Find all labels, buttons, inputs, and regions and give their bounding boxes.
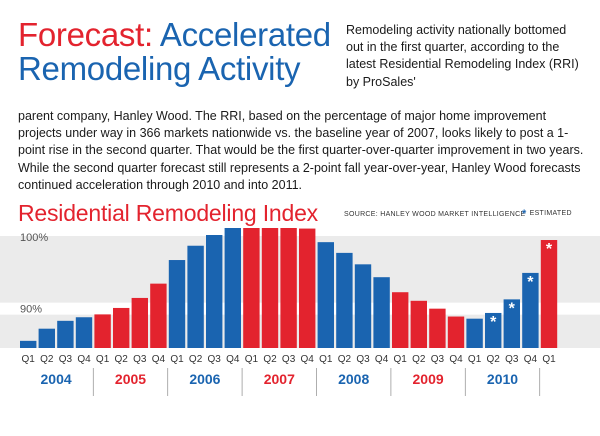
estimated-star-icon: *: [509, 300, 516, 317]
headline-title: Accelerated Remodeling Activity: [18, 16, 331, 87]
quarter-label: Q4: [301, 354, 315, 365]
bar: [131, 297, 148, 348]
bar: [38, 328, 55, 348]
bar: [540, 240, 558, 348]
chart-legend: * ESTIMATED: [522, 208, 572, 220]
quarter-label: Q3: [431, 354, 445, 365]
bar: [243, 228, 260, 348]
quarter-label: Q4: [226, 354, 240, 365]
quarter-label: Q1: [319, 354, 333, 365]
quarter-label: Q4: [77, 354, 91, 365]
year-label: 2004: [41, 371, 72, 387]
legend-star-icon: *: [522, 208, 527, 220]
quarter-label: Q4: [524, 354, 538, 365]
bar: [94, 314, 111, 348]
quarter-label: Q1: [394, 354, 408, 365]
quarter-label: Q1: [170, 354, 184, 365]
estimated-star-icon: *: [527, 274, 534, 291]
headline: Forecast: Accelerated Remodeling Activit…: [18, 18, 338, 86]
bar: [410, 300, 427, 348]
quarter-label: Q4: [449, 354, 463, 365]
quarter-label: Q3: [133, 354, 147, 365]
bar: [447, 316, 465, 348]
bar: [336, 252, 353, 348]
remodeling-index-chart: 100% 90% Q1 Q2 Q3 Q4 2004 Q1 Q2 Q3 Q4 2005 Q1 Q2 Q3 Q4 2…: [0, 228, 600, 396]
quarter-label: Q3: [282, 354, 296, 365]
bar: [206, 235, 223, 348]
quarter-label: Q2: [338, 354, 352, 365]
headline-forecast: Forecast:: [18, 16, 153, 53]
bar: [280, 228, 297, 348]
legend-estimated-label: ESTIMATED: [529, 210, 572, 217]
bar: [168, 260, 186, 348]
estimated-star-icon: *: [490, 314, 497, 331]
bar: [429, 308, 446, 348]
quarter-label: Q1: [542, 354, 556, 365]
quarter-label: Q1: [245, 354, 259, 365]
year-label: 2007: [264, 371, 295, 387]
year-label: 2008: [338, 371, 369, 387]
y-tick-label: 90%: [20, 304, 42, 316]
bar: [392, 292, 409, 348]
quarter-label: Q2: [487, 354, 501, 365]
bar: [57, 320, 74, 348]
bar: [113, 307, 130, 348]
quarter-label: Q1: [468, 354, 482, 365]
quarter-label: Q2: [115, 354, 129, 365]
chart-title: Residential Remodeling Index: [18, 200, 318, 226]
chart-source: SOURCE: HANLEY WOOD MARKET INTELLIGENCE: [344, 211, 526, 218]
bar: [150, 283, 167, 348]
bar: [299, 228, 316, 348]
bar: [317, 242, 334, 348]
bar: [224, 228, 241, 348]
quarter-label: Q2: [412, 354, 426, 365]
year-label: 2006: [189, 371, 220, 387]
bar: [261, 228, 279, 348]
quarter-label: Q3: [505, 354, 519, 365]
year-label: 2005: [115, 371, 146, 387]
bar: [20, 340, 37, 348]
quarter-label: Q2: [263, 354, 277, 365]
intro-paragraph-top: Remodeling activity nationally bottomed …: [346, 23, 579, 89]
bar: [485, 312, 502, 348]
y-tick-label: 100%: [20, 232, 48, 244]
bar: [466, 318, 483, 348]
bar: [373, 277, 390, 348]
estimated-star-icon: *: [546, 241, 553, 258]
bar: [522, 272, 539, 348]
year-label: 2010: [487, 371, 518, 387]
bar: [75, 317, 93, 348]
bar: [503, 299, 520, 348]
quarter-label: Q3: [356, 354, 370, 365]
quarter-label: Q1: [96, 354, 110, 365]
quarter-label: Q3: [59, 354, 73, 365]
bar: [187, 245, 204, 348]
quarter-label: Q3: [208, 354, 222, 365]
quarter-label: Q4: [375, 354, 389, 365]
quarter-label: Q1: [22, 354, 36, 365]
year-label: 2009: [413, 371, 444, 387]
intro-paragraph-body: parent company, Hanley Wood. The RRI, ba…: [18, 109, 584, 192]
quarter-label: Q4: [152, 354, 166, 365]
bar: [354, 264, 372, 348]
quarter-label: Q2: [189, 354, 203, 365]
quarter-label: Q2: [40, 354, 54, 365]
